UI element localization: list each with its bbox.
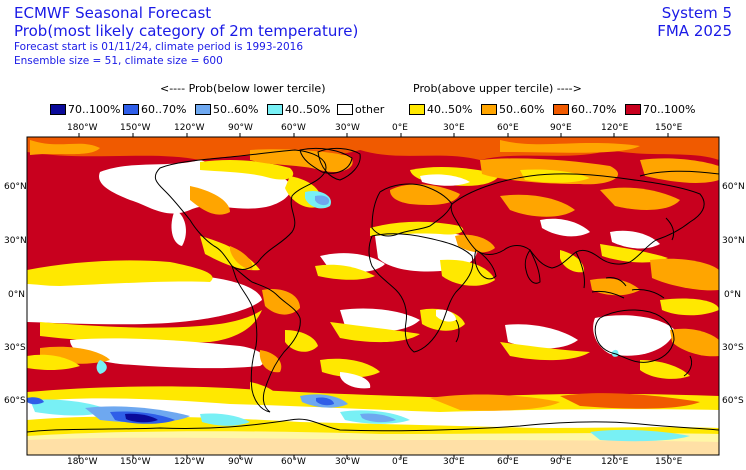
legend: 70..100% 60..70% 50..60% 40..50% other 4…: [0, 103, 746, 117]
lat-label-left: 60°N: [4, 182, 27, 192]
lon-label-bottom: 90°W: [228, 457, 253, 467]
legend-item: 70..100%: [625, 103, 695, 116]
legend-label: 40..50%: [285, 103, 331, 116]
forecast-info: Forecast start is 01/11/24, climate peri…: [14, 41, 304, 53]
legend-swatch: [481, 104, 497, 115]
lon-label-top: 90°E: [550, 123, 572, 133]
legend-swatch: [625, 104, 641, 115]
lon-label-top: 150°E: [655, 123, 683, 133]
lon-label-top: 30°E: [443, 123, 465, 133]
legend-swatch: [123, 104, 139, 115]
legend-swatch: [553, 104, 569, 115]
map-ticks: [78, 133, 669, 459]
legend-above-heading: Prob(above upper tercile) ---->: [413, 82, 582, 95]
legend-swatch: [50, 104, 66, 115]
system-label: System 5: [661, 4, 732, 22]
lon-label-top: 90°W: [228, 123, 253, 133]
lon-label-bottom: 0°E: [392, 457, 408, 467]
lon-label-bottom: 60°W: [281, 457, 306, 467]
legend-label: 40..50%: [427, 103, 473, 116]
lat-label-left: 30°N: [4, 236, 27, 246]
lon-label-bottom: 60°E: [497, 457, 519, 467]
legend-label: other: [355, 103, 385, 116]
map-subtitle: Prob(most likely category of 2m temperat…: [14, 22, 359, 40]
legend-label: 70..100%: [68, 103, 121, 116]
legend-item: 60..70%: [123, 103, 186, 116]
lat-label-right: 0°N: [724, 290, 741, 300]
lon-label-top: 30°W: [335, 123, 360, 133]
legend-label: 60..70%: [141, 103, 187, 116]
lon-label-bottom: 150°W: [120, 457, 151, 467]
legend-label: 60..70%: [571, 103, 617, 116]
header-left: ECMWF Seasonal Forecast Prob(most likely…: [14, 4, 358, 68]
legend-swatch: [195, 104, 211, 115]
legend-swatch: [409, 104, 425, 115]
lon-label-bottom: 120°E: [601, 457, 629, 467]
header-right: System 5 FMA 2025: [657, 4, 732, 40]
legend-item: 70..100%: [50, 103, 120, 116]
lon-label-top: 60°W: [281, 123, 306, 133]
lon-label-bottom: 30°W: [335, 457, 360, 467]
legend-item: other: [337, 103, 384, 116]
lon-label-top: 120°W: [174, 123, 205, 133]
lat-label-right: 30°N: [722, 236, 745, 246]
season-label: FMA 2025: [657, 22, 732, 40]
lat-label-left: 0°N: [8, 290, 25, 300]
legend-item: 40..50%: [267, 103, 330, 116]
lat-label-right: 60°S: [722, 396, 744, 406]
lon-label-top: 180°W: [67, 123, 98, 133]
ensemble-info: Ensemble size = 51, climate size = 600: [14, 55, 223, 67]
legend-label: 50..60%: [213, 103, 259, 116]
map-fill-layer: [27, 137, 719, 455]
legend-item: 40..50%: [409, 103, 472, 116]
lon-label-bottom: 30°E: [443, 457, 465, 467]
legend-item: 60..70%: [553, 103, 616, 116]
lon-label-top: 150°W: [120, 123, 151, 133]
legend-label: 70..100%: [643, 103, 696, 116]
lon-label-top: 120°E: [601, 123, 629, 133]
lon-label-bottom: 180°W: [67, 457, 98, 467]
lon-label-top: 0°E: [392, 123, 408, 133]
legend-swatch: [337, 104, 353, 115]
legend-item: 50..60%: [195, 103, 258, 116]
lon-label-bottom: 150°E: [655, 457, 683, 467]
legend-below-heading: <---- Prob(below lower tercile): [160, 82, 326, 95]
map-title: ECMWF Seasonal Forecast: [14, 4, 212, 22]
lat-label-right: 60°N: [722, 182, 745, 192]
lat-label-left: 60°S: [4, 396, 26, 406]
coastlines: [27, 147, 719, 433]
legend-swatch: [267, 104, 283, 115]
lat-label-right: 30°S: [722, 343, 744, 353]
lon-label-bottom: 90°E: [550, 457, 572, 467]
lon-label-bottom: 120°W: [174, 457, 205, 467]
lon-label-top: 60°E: [497, 123, 519, 133]
legend-item: 50..60%: [481, 103, 544, 116]
map-frame: [26, 136, 720, 456]
lat-label-left: 30°S: [4, 343, 26, 353]
legend-label: 50..60%: [499, 103, 545, 116]
